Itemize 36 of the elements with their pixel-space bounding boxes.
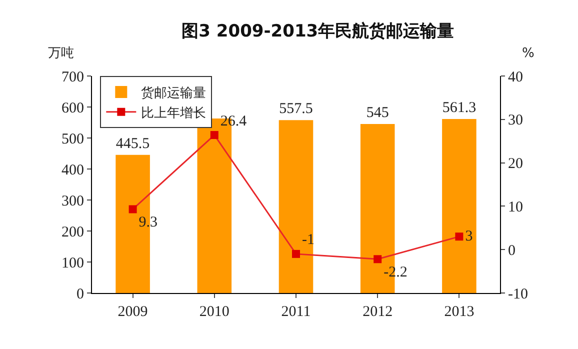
y2-tick-label: 0: [508, 242, 516, 259]
y-tick-label: 100: [62, 255, 84, 272]
data-label: 3: [465, 228, 473, 244]
data-label: 445.5: [116, 136, 150, 152]
y2-tick-label: -10: [508, 286, 528, 302]
bar: [278, 120, 314, 293]
x-tick-label: 2010: [199, 304, 230, 320]
point: [210, 131, 218, 140]
x-tick-label: 2013: [444, 304, 474, 320]
y-tick-label: 700: [62, 69, 84, 86]
point: [455, 232, 464, 241]
data-label: 557.5: [279, 101, 313, 118]
x-tick-label: 2011: [281, 304, 311, 320]
y-tick-label: 500: [62, 131, 84, 148]
y-tick-label: 200: [62, 224, 84, 240]
y-tick-label: 400: [62, 162, 84, 178]
x-tick-label: 2009: [118, 304, 148, 320]
y2-tick-label: 20: [508, 156, 523, 172]
point: [292, 250, 300, 258]
data-label: 545: [366, 105, 389, 122]
y-tick-label: 600: [62, 100, 84, 116]
legend-label: 货邮运输量: [141, 86, 206, 102]
y2-axis-title: %: [522, 46, 534, 61]
y2-tick-label: 30: [508, 112, 523, 129]
y-axis-title: 万吨: [48, 46, 74, 61]
point: [128, 205, 137, 214]
y2-tick-label: 40: [508, 69, 523, 86]
y-tick-label: 300: [62, 193, 84, 210]
bar: [442, 119, 476, 293]
y-tick-label: 0: [76, 286, 84, 302]
data-label: 561.3: [442, 100, 476, 116]
y2-tick-label: 10: [508, 199, 523, 216]
point: [374, 255, 382, 264]
legend-label: 比上年增长: [141, 106, 206, 121]
chart-title: 图3 2009-2013年民航货邮运输量: [182, 21, 454, 42]
x-tick-label: 2012: [362, 304, 393, 320]
